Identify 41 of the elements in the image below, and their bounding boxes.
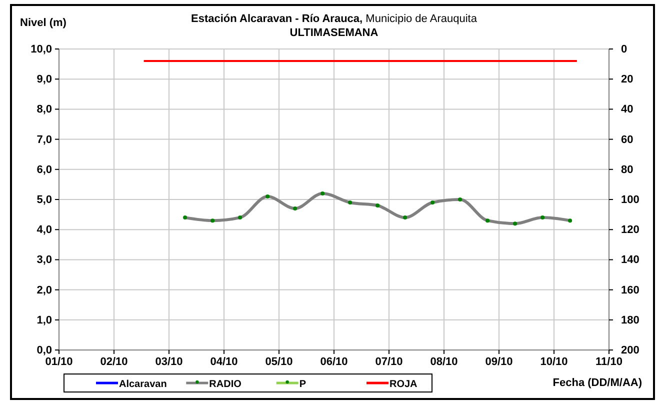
- legend-label: P: [299, 379, 306, 390]
- y2-tick-label: 180: [621, 314, 640, 326]
- y2-tick-label: 200: [621, 344, 640, 357]
- chart-title: Estación Alcaravan - Río Arauca, Municipio de Arauquita: [191, 13, 478, 25]
- y2-tick-label: 0: [621, 44, 628, 56]
- y2-tick-label: 60: [621, 134, 634, 146]
- x-tick-label: 05/10: [265, 356, 293, 368]
- y-tick-label: 8,0: [36, 104, 52, 116]
- x-tick-label: 03/10: [155, 356, 183, 368]
- x-axis-title: Fecha (DD/M/AA): [552, 377, 642, 389]
- y-tick-label: 5,0: [36, 194, 52, 206]
- y2-tick-label: 140: [621, 254, 640, 266]
- legend-label: Alcaravan: [119, 379, 167, 390]
- x-tick-label: 08/10: [430, 356, 458, 368]
- y-tick-label: 3,0: [36, 254, 52, 266]
- x-tick-label: 01/10: [45, 356, 73, 368]
- y2-tick-label: 160: [621, 284, 640, 296]
- y-tick-label: 6,0: [36, 164, 52, 176]
- y2-tick-label: 20: [621, 74, 634, 86]
- x-tick-label: 07/10: [375, 356, 403, 368]
- y-tick-label: 2,0: [36, 284, 52, 296]
- chart-subtitle: ULTIMASEMANA: [290, 27, 378, 39]
- x-tick-label: 04/10: [210, 356, 238, 368]
- y-tick-label: 4,0: [36, 224, 52, 236]
- y2-tick-label: 100: [621, 194, 640, 206]
- y2-tick-label: 80: [621, 164, 634, 176]
- y2-tick-label: 120: [621, 224, 640, 236]
- y2-tick-label: 40: [621, 104, 634, 116]
- x-tick-label: 06/10: [320, 356, 348, 368]
- x-tick-label: 02/10: [100, 356, 128, 368]
- y-tick-label: 7,0: [36, 134, 52, 146]
- x-tick-label: 11/10: [596, 356, 622, 368]
- y-tick-label: 9,0: [36, 74, 52, 86]
- legend-label: RADIO: [209, 379, 242, 390]
- y-tick-label: 1,0: [36, 314, 52, 326]
- x-tick-label: 10/10: [540, 356, 568, 368]
- x-tick-label: 09/10: [485, 356, 513, 368]
- y-axis-title: Nivel (m): [20, 17, 67, 29]
- y-tick-label: 10,0: [30, 44, 52, 56]
- legend-label: ROJA: [389, 379, 418, 390]
- y-tick-label: 0,0: [36, 344, 52, 357]
